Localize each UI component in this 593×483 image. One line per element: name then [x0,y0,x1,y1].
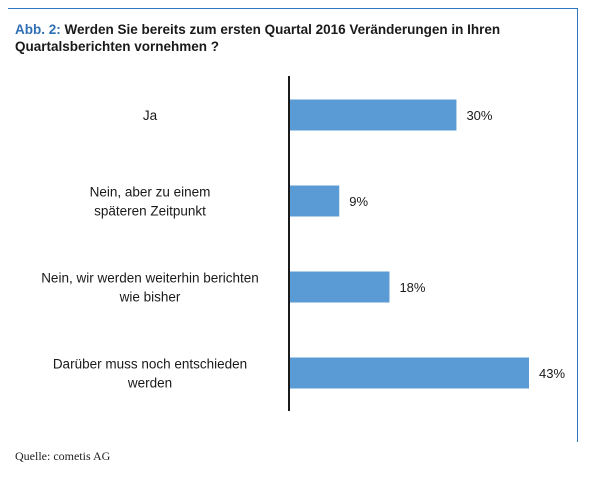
data-label: 18% [399,280,425,295]
bar [289,99,457,131]
category-label: Darüber muss noch entschieden werden [53,357,247,391]
category-label-line: werden [127,376,172,391]
bar [289,357,529,389]
data-label: 9% [349,194,368,209]
data-label: 30% [466,108,492,123]
category-label: Ja [143,108,158,123]
chart-title: Abb. 2: Werden Sie bereits zum ersten Qu… [15,21,570,55]
category-label-line: späteren Zeitpunkt [94,204,206,219]
title-text: Werden Sie bereits zum ersten Quartal 20… [15,22,501,54]
category-label-line: Darüber muss noch entschieden [53,357,247,372]
category-label: Nein, aber zu einem späteren Zeitpunkt [90,185,211,219]
category-label-line: Ja [143,108,158,123]
category-label: Nein, wir werden weiterhin berichten wie … [41,271,259,305]
data-label: 43% [539,366,565,381]
category-label-line: Nein, wir werden weiterhin berichten [41,271,259,286]
category-label-line: Nein, aber zu einem [90,185,211,200]
bar [289,185,340,217]
figure-number: Abb. 2: [15,22,61,37]
source-note: Quelle: cometis AG [15,449,111,463]
category-label-line: wie bisher [119,290,181,305]
bar [289,271,390,303]
figure-frame [8,8,578,442]
